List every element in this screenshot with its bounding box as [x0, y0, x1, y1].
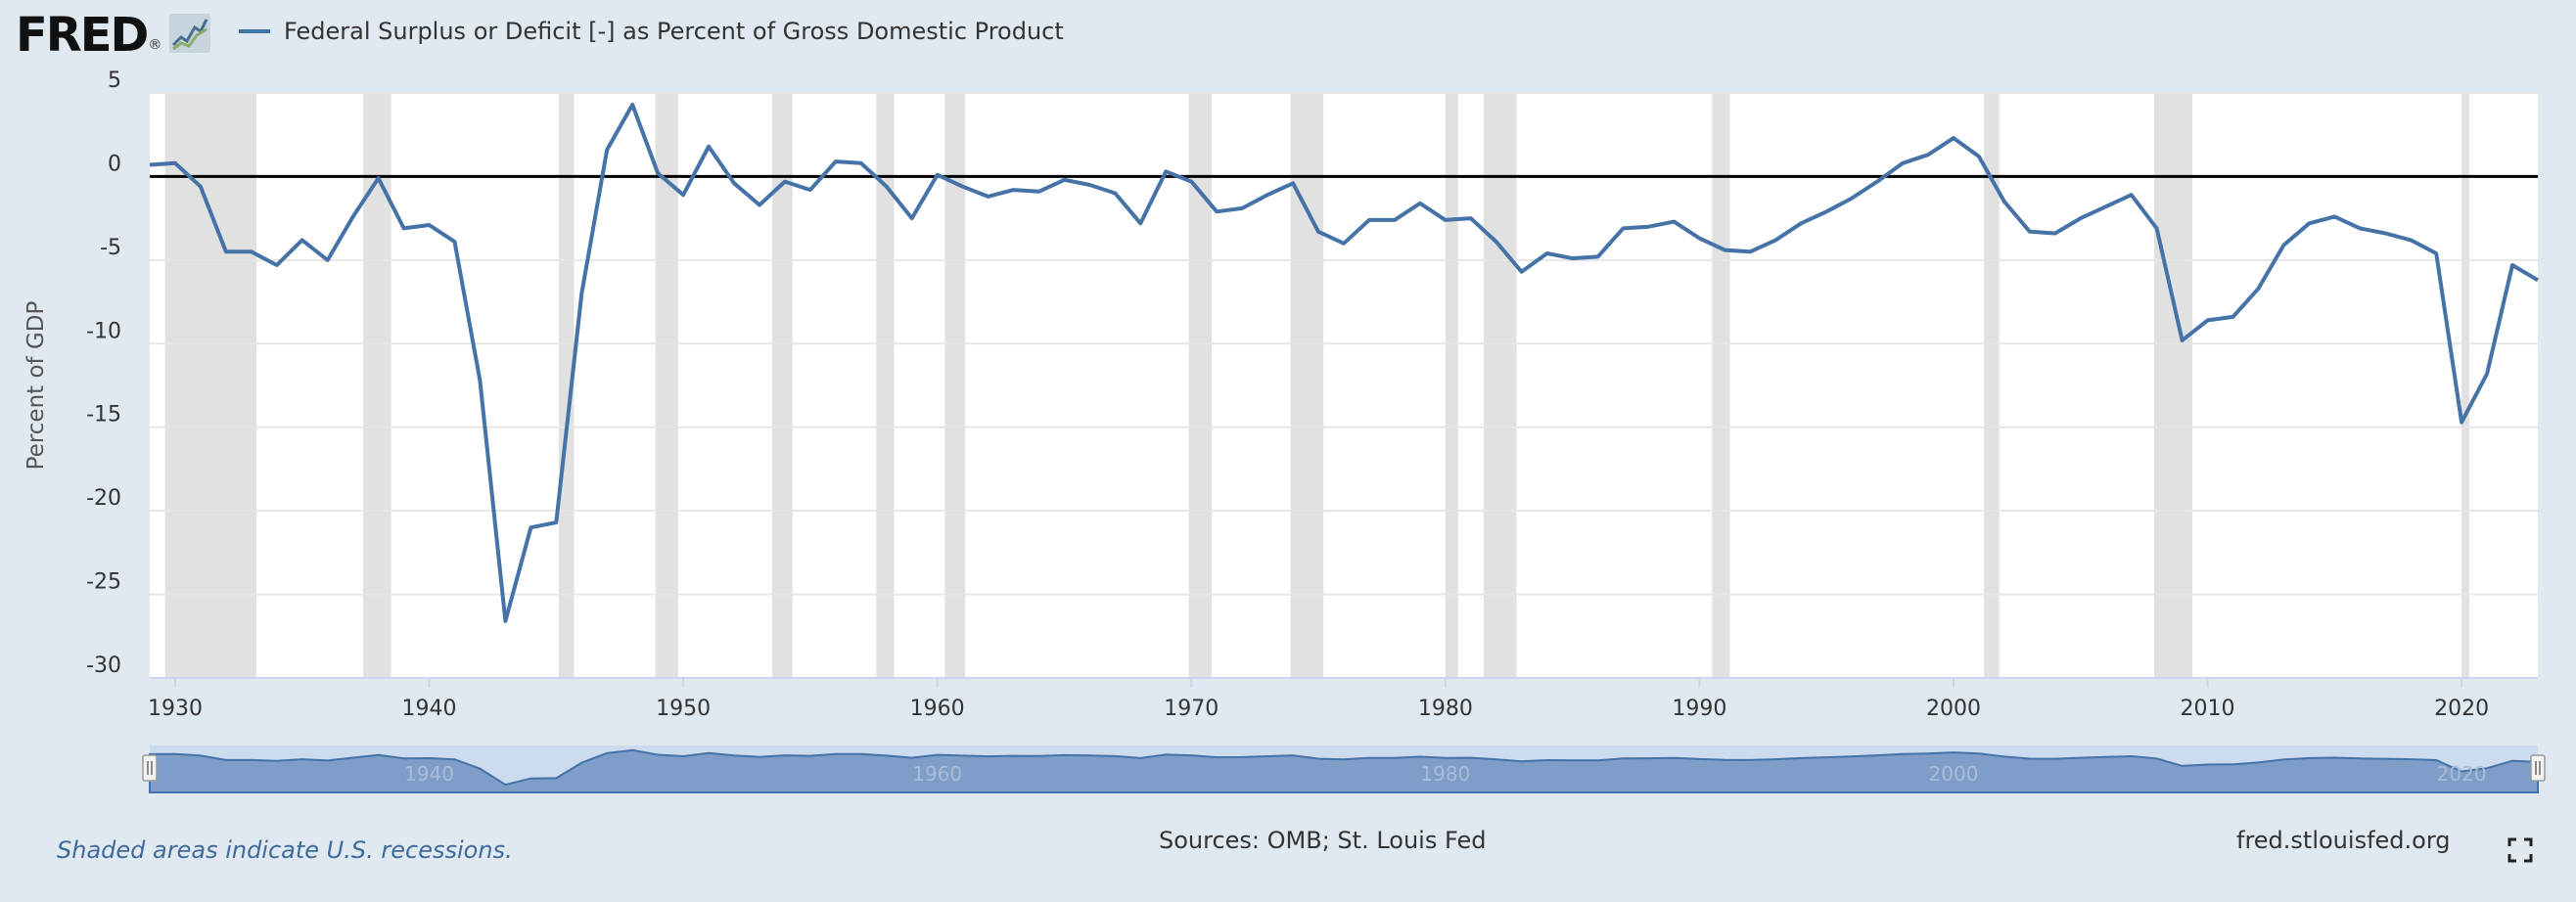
y-tick-label: 0	[108, 152, 121, 176]
navigator-label: 1960	[912, 762, 962, 786]
legend-swatch	[239, 29, 270, 33]
x-tick-label: 2020	[2434, 697, 2489, 721]
y-tick-label: -15	[86, 403, 121, 428]
navigator-label: 1940	[404, 762, 454, 786]
fullscreen-icon[interactable]	[2507, 837, 2533, 863]
chart-line-icon	[169, 14, 211, 53]
x-tick-label: 1970	[1164, 697, 1219, 721]
recession-band	[876, 93, 895, 678]
navigator-label: 2000	[1929, 762, 1979, 786]
y-tick-label: -10	[86, 319, 121, 343]
recession-band	[2154, 93, 2192, 678]
series-line	[149, 103, 2540, 623]
recession-band	[2461, 93, 2469, 678]
navigator-label: 2020	[2437, 762, 2487, 786]
line-chart: Percent of GDP 5 0 -5 -10 -15 -20 -25 -30 1930 19…	[23, 68, 2546, 793]
recession-band	[1290, 93, 1324, 678]
y-tick-label: -30	[86, 654, 121, 678]
chart-legend[interactable]: Federal Surplus or Deficit [-] as Percen…	[239, 18, 1064, 45]
recession-band	[1984, 93, 2000, 678]
y-tick-label: -5	[100, 236, 121, 260]
navigator-series	[149, 748, 2539, 793]
recession-band	[164, 93, 257, 678]
recession-band	[655, 93, 678, 678]
x-tick-label: 1990	[1672, 697, 1726, 721]
recession-band	[558, 93, 575, 678]
recession-band	[1188, 93, 1213, 678]
y-tick-label: 5	[108, 68, 121, 93]
navigator-handle[interactable]	[2530, 754, 2546, 782]
recession-band	[1712, 93, 1730, 678]
recession-band	[944, 93, 966, 678]
x-tick-label: 1930	[148, 697, 203, 721]
y-axis-label: Percent of GDP	[23, 301, 49, 471]
x-tick-label: 2000	[1926, 697, 1981, 721]
x-tick-label: 1950	[656, 697, 711, 721]
recession-note: Shaded areas indicate U.S. recessions.	[57, 836, 513, 864]
sources-text: Sources: OMB; St. Louis Fed	[1159, 827, 1487, 854]
recession-band	[1483, 93, 1517, 678]
x-tick-label: 1940	[402, 697, 457, 721]
plot-area	[150, 93, 2538, 678]
x-tick-label: 1980	[1418, 697, 1473, 721]
recession-band	[771, 93, 793, 678]
x-tick-label: 2010	[2181, 697, 2235, 721]
site-link[interactable]: fred.stlouisfed.org	[2236, 827, 2451, 854]
fred-logo-text: FRED	[16, 8, 149, 63]
registered-mark: ®	[148, 37, 162, 53]
x-tick-label: 1960	[910, 697, 965, 721]
legend-label: Federal Surplus or Deficit [-] as Percen…	[284, 18, 1064, 45]
navigator-handle[interactable]	[142, 754, 158, 782]
fred-logo[interactable]: FRED ®	[16, 8, 211, 63]
y-tick-label: -25	[86, 570, 121, 595]
y-tick-label: -20	[86, 486, 121, 511]
recession-band	[1445, 93, 1458, 678]
navigator-label: 1980	[1420, 762, 1470, 786]
